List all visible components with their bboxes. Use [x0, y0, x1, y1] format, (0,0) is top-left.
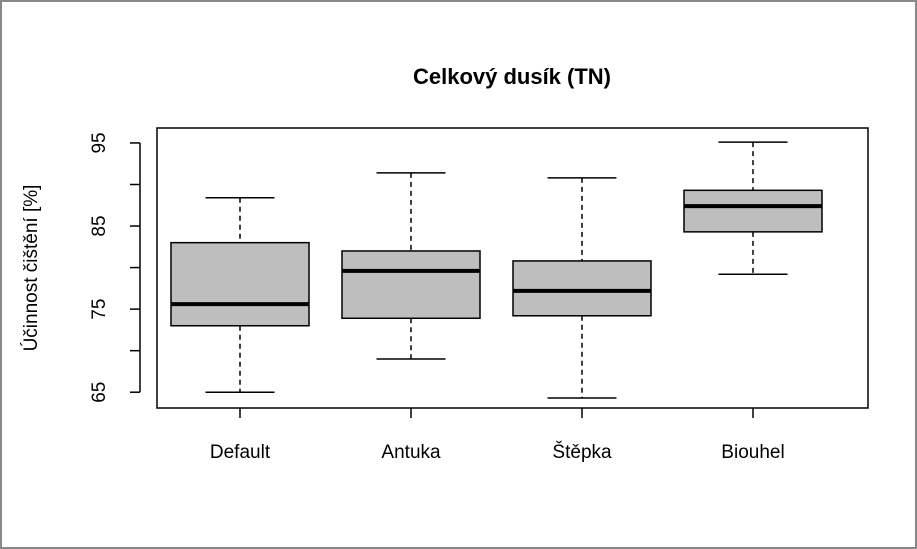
x-tick-label: Štěpka [552, 441, 612, 463]
plot-frame [156, 127, 869, 409]
y-axis-label: Účinnost čištění [%] [20, 185, 42, 352]
box [341, 250, 481, 320]
box [170, 241, 310, 327]
y-tick-label: 85 [89, 215, 110, 236]
x-tick-label: Biouhel [721, 442, 784, 463]
box [512, 260, 652, 317]
x-tick-label: Antuka [381, 442, 441, 463]
x-tick-label: Default [210, 442, 271, 463]
chart-title: Celkový dusík (TN) [413, 64, 611, 89]
y-tick-label: 65 [89, 382, 110, 403]
y-tick-label: 75 [89, 299, 110, 320]
box [683, 189, 823, 233]
y-tick-label: 95 [89, 132, 110, 153]
